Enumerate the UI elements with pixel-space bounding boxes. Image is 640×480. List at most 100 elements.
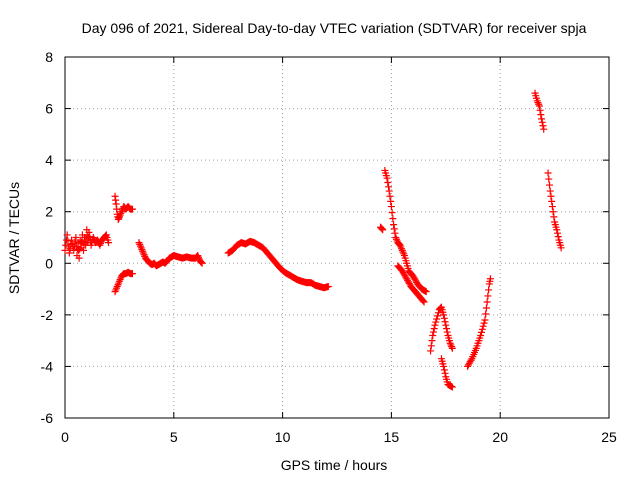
data-point — [478, 325, 486, 333]
data-point — [114, 281, 122, 289]
data-point — [448, 383, 456, 391]
data-point — [482, 304, 490, 312]
data-point — [554, 229, 562, 237]
data-point — [547, 192, 555, 200]
data-point — [65, 249, 73, 257]
data-point — [396, 241, 404, 249]
y-tick-label: -4 — [41, 358, 54, 374]
data-point — [553, 226, 561, 234]
data-point — [477, 328, 485, 336]
data-point — [384, 178, 392, 186]
grid — [65, 57, 609, 418]
data-point — [102, 232, 110, 240]
data-point — [194, 252, 202, 260]
data-point — [105, 239, 113, 247]
data-point — [485, 286, 493, 294]
data-point — [539, 122, 547, 130]
data-point — [377, 224, 385, 232]
data-point — [549, 208, 557, 216]
data-point — [117, 209, 125, 217]
data-point — [72, 234, 80, 241]
data-point — [324, 282, 332, 290]
data-point — [546, 181, 554, 189]
data-point — [194, 253, 202, 261]
data-point — [379, 226, 387, 234]
data-point — [384, 183, 392, 191]
data-point — [197, 258, 205, 266]
data-point — [419, 297, 427, 305]
data-point — [75, 254, 83, 262]
data-point — [115, 213, 123, 221]
data-point — [398, 245, 406, 253]
data-point — [96, 241, 104, 249]
data-point — [391, 229, 399, 237]
data-point — [538, 118, 546, 126]
data-point — [398, 246, 406, 254]
data-point — [85, 228, 93, 236]
data-point — [448, 343, 456, 351]
data-point — [112, 286, 120, 294]
x-tick-label: 0 — [61, 429, 69, 445]
data-point — [442, 321, 450, 329]
data-point — [433, 315, 441, 323]
data-point — [118, 208, 126, 216]
data-point — [390, 225, 398, 233]
data-point — [428, 337, 436, 345]
data-point — [139, 249, 147, 257]
data-point — [63, 231, 71, 239]
chart-title: Day 096 of 2021, Sidereal Day-to-day VTE… — [82, 20, 587, 36]
data-point — [482, 310, 490, 318]
data-point — [534, 99, 542, 107]
data-point — [116, 211, 124, 219]
data-point — [536, 106, 544, 114]
data-point — [437, 304, 445, 312]
data-point — [89, 234, 97, 241]
data-point — [545, 175, 553, 183]
data-point — [139, 247, 147, 255]
data-point — [397, 243, 405, 251]
data-point — [128, 205, 136, 213]
data-point — [400, 250, 408, 258]
x-tick-label: 10 — [275, 429, 291, 445]
data-point — [113, 282, 121, 290]
data-point — [431, 321, 439, 329]
data-point — [467, 356, 475, 364]
data-point — [535, 100, 543, 108]
data-point — [429, 331, 437, 339]
data-point — [386, 192, 394, 200]
data-point — [430, 325, 438, 333]
data-point — [540, 125, 548, 133]
data-point — [554, 233, 562, 241]
data-point — [399, 248, 407, 256]
data-point — [441, 318, 449, 326]
data-point — [427, 342, 435, 350]
data-point — [483, 298, 491, 306]
x-tick-label: 25 — [601, 429, 617, 445]
data-point — [128, 270, 136, 278]
data-point — [432, 318, 440, 326]
x-tick-label: 5 — [170, 429, 178, 445]
data-point — [420, 298, 428, 306]
data-point — [440, 366, 448, 374]
y-tick-label: 8 — [45, 49, 53, 65]
x-tick-label: 20 — [492, 429, 508, 445]
data-point — [443, 328, 451, 336]
x-axis-label: GPS time / hours — [281, 457, 388, 473]
data-point — [79, 246, 87, 254]
data-point — [392, 234, 400, 241]
data-point — [443, 325, 451, 333]
data-point — [477, 331, 485, 339]
data-point — [546, 187, 554, 195]
data-point — [440, 362, 448, 370]
data-point — [533, 97, 541, 105]
data-point — [550, 213, 558, 221]
data-point — [434, 312, 442, 320]
data-point — [538, 115, 546, 123]
data-point — [535, 102, 543, 110]
data-point — [422, 288, 430, 296]
y-tick-label: 0 — [45, 255, 53, 271]
data-point — [389, 215, 397, 223]
data-point — [448, 344, 456, 352]
data-point — [115, 279, 123, 287]
data-point — [429, 328, 437, 336]
